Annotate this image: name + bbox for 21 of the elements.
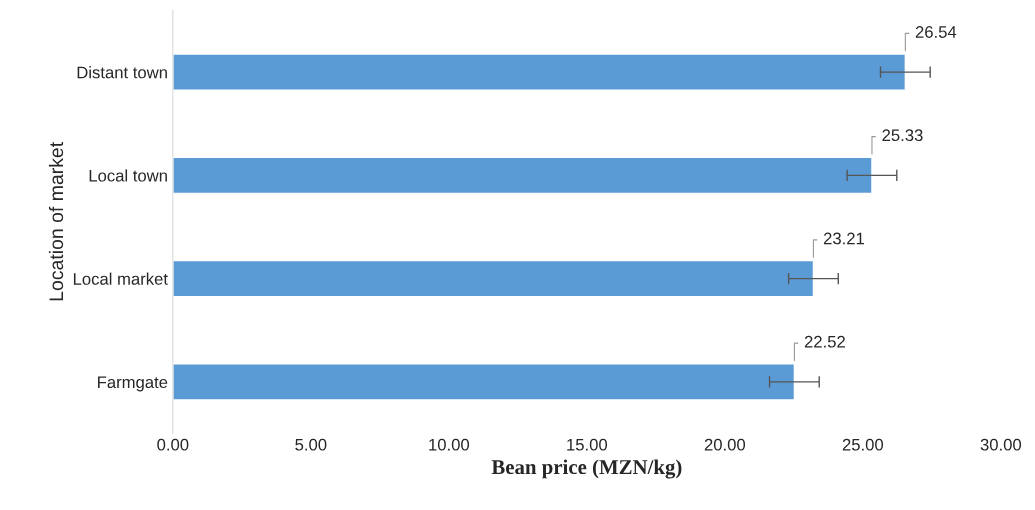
y-axis-title: Location of market	[48, 142, 64, 301]
bar	[172, 259, 815, 298]
data-label: 23.21	[823, 232, 864, 245]
x-tick-label: 20.00	[704, 438, 746, 451]
y-tick-label: Local market	[73, 272, 168, 285]
bar	[172, 363, 796, 401]
x-tick-label: 30.00	[980, 438, 1022, 451]
y-tick-label: Farmgate	[98, 376, 168, 392]
bar	[172, 156, 873, 195]
x-tick-label: 5.00	[295, 438, 327, 451]
data-label: 25.33	[882, 129, 923, 142]
x-axis-title: Bean price (MZN/kg)	[491, 459, 682, 479]
y-tick-label: Distant town	[77, 66, 167, 79]
x-tick-label: 0.00	[157, 438, 189, 451]
y-tick-label: Local town	[89, 169, 167, 182]
x-tick-label: 25.00	[842, 438, 884, 451]
bar	[172, 53, 907, 91]
x-tick-label: 15.00	[567, 438, 608, 451]
x-tick-label: 10.00	[429, 438, 470, 451]
data-label: 22.52	[804, 335, 845, 348]
data-label: 26.54	[915, 26, 957, 38]
